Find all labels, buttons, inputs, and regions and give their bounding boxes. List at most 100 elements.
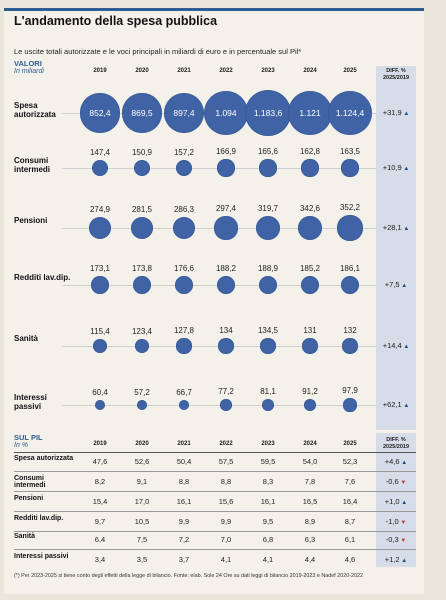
table-cell: 6,1	[344, 535, 356, 544]
values-diff-header-line2: 2025/2019	[383, 75, 409, 81]
data-bubble	[94, 399, 106, 411]
year-label: 2023	[261, 68, 275, 74]
data-label: 132	[343, 326, 357, 336]
data-label: 150,9	[131, 147, 153, 157]
data-label: 319,7	[257, 204, 279, 214]
data-bubble	[92, 338, 108, 354]
table-cell: 3,5	[136, 555, 148, 564]
data-label: 91,2	[302, 386, 318, 396]
triangle-up-icon: ▲	[401, 226, 410, 232]
year-label: 2025	[343, 68, 357, 74]
data-bubble	[287, 90, 333, 136]
diff-column-background-pil	[376, 433, 416, 567]
triangle-down-icon: ▼	[398, 480, 407, 486]
table-cell: 15,6	[218, 497, 234, 506]
table-cell: 7,5	[136, 535, 148, 544]
data-bubble	[260, 338, 276, 354]
data-bubble	[297, 215, 323, 241]
table-diff-value: -0,6 ▼	[385, 477, 407, 486]
data-bubble	[303, 398, 317, 412]
pil-diff-header-line1: DIFF. %	[386, 437, 406, 443]
data-label: 1.183,6	[253, 108, 283, 118]
top-accent-bar	[4, 8, 424, 11]
data-label: 134,5	[257, 326, 279, 336]
table-cell: 59,5	[260, 457, 276, 466]
data-bubble	[203, 90, 249, 136]
data-bubble	[261, 398, 274, 411]
data-bubble	[133, 276, 151, 294]
table-cell: 17,0	[134, 497, 150, 506]
pil-diff-header: DIFF. % 2025/2019	[376, 437, 416, 451]
data-label: 81,1	[260, 386, 276, 396]
pil-diff-header-line2: 2025/2019	[383, 444, 409, 450]
data-bubble	[342, 338, 358, 354]
table-cell: 7,8	[304, 477, 316, 486]
triangle-down-icon: ▼	[398, 520, 407, 526]
data-bubble	[301, 159, 319, 177]
data-bubble	[175, 159, 193, 177]
table-cell: 8,8	[178, 477, 190, 486]
series-label: Consumi intermedi	[14, 156, 51, 174]
table-row-rule	[14, 531, 416, 532]
table-row-rule	[14, 549, 416, 550]
triangle-up-icon: ▲	[399, 283, 408, 289]
data-bubble	[133, 159, 151, 177]
data-label: 57,2	[134, 387, 150, 397]
data-bubble	[134, 338, 150, 354]
data-bubble	[122, 93, 162, 133]
series-label: Spesa autorizzata	[14, 101, 56, 119]
data-bubble	[337, 215, 363, 241]
table-year-label: 2020	[135, 441, 149, 447]
table-cell: 4,6	[344, 555, 356, 564]
data-bubble	[327, 90, 373, 136]
triangle-up-icon: ▲	[401, 344, 410, 350]
table-cell: 9,7	[94, 517, 106, 526]
data-label: 131	[303, 326, 317, 336]
data-label: 163,5	[339, 147, 361, 157]
data-bubble	[259, 159, 277, 177]
data-bubble	[217, 159, 235, 177]
year-label: 2020	[135, 68, 149, 74]
data-bubble	[258, 275, 278, 295]
data-bubble	[175, 276, 193, 294]
diff-value: +14,4 ▲	[382, 341, 410, 350]
data-label: 188,9	[257, 263, 279, 273]
table-cell: 15,4	[92, 497, 108, 506]
table-cell: 6,4	[94, 535, 106, 544]
data-label: 897,4	[173, 108, 195, 118]
table-cell: 9,9	[178, 517, 190, 526]
series-label: Interessi passivi	[14, 393, 47, 411]
data-bubble	[91, 159, 109, 177]
data-bubble	[136, 399, 148, 411]
table-cell: 3,4	[94, 555, 106, 564]
data-bubble	[220, 399, 232, 411]
table-cell: 9,5	[262, 517, 274, 526]
table-diff-value: +4,6 ▲	[384, 457, 408, 466]
table-cell: 7,2	[178, 535, 190, 544]
data-label: 1.121	[299, 108, 321, 118]
year-label: 2022	[219, 68, 233, 74]
data-label: 188,2	[215, 263, 237, 273]
table-cell: 9,9	[220, 517, 232, 526]
series-label: Pensioni	[14, 216, 48, 225]
footnote: (*) Per 2023-2025 si tiene conto degli e…	[14, 573, 364, 579]
table-cell: 16,5	[302, 497, 318, 506]
table-row-label: Pensioni	[14, 495, 44, 502]
table-row-rule	[14, 471, 416, 472]
table-cell: 52,6	[134, 457, 150, 466]
triangle-up-icon: ▲	[401, 111, 410, 117]
table-cell: 16,1	[260, 497, 276, 506]
table-row-rule	[14, 491, 416, 492]
data-bubble	[245, 90, 291, 136]
data-bubble	[91, 276, 109, 294]
triangle-up-icon: ▲	[401, 166, 410, 172]
data-bubble	[256, 216, 280, 240]
data-label: 1.124,4	[335, 108, 365, 118]
table-cell: 8,9	[304, 517, 316, 526]
year-label: 2021	[177, 68, 191, 74]
table-year-label: 2025	[343, 441, 357, 447]
diff-value: +31,9 ▲	[382, 108, 410, 117]
table-cell: 9,1	[136, 477, 148, 486]
data-bubble	[130, 216, 154, 240]
values-section-unit: In miliardi	[14, 68, 44, 75]
